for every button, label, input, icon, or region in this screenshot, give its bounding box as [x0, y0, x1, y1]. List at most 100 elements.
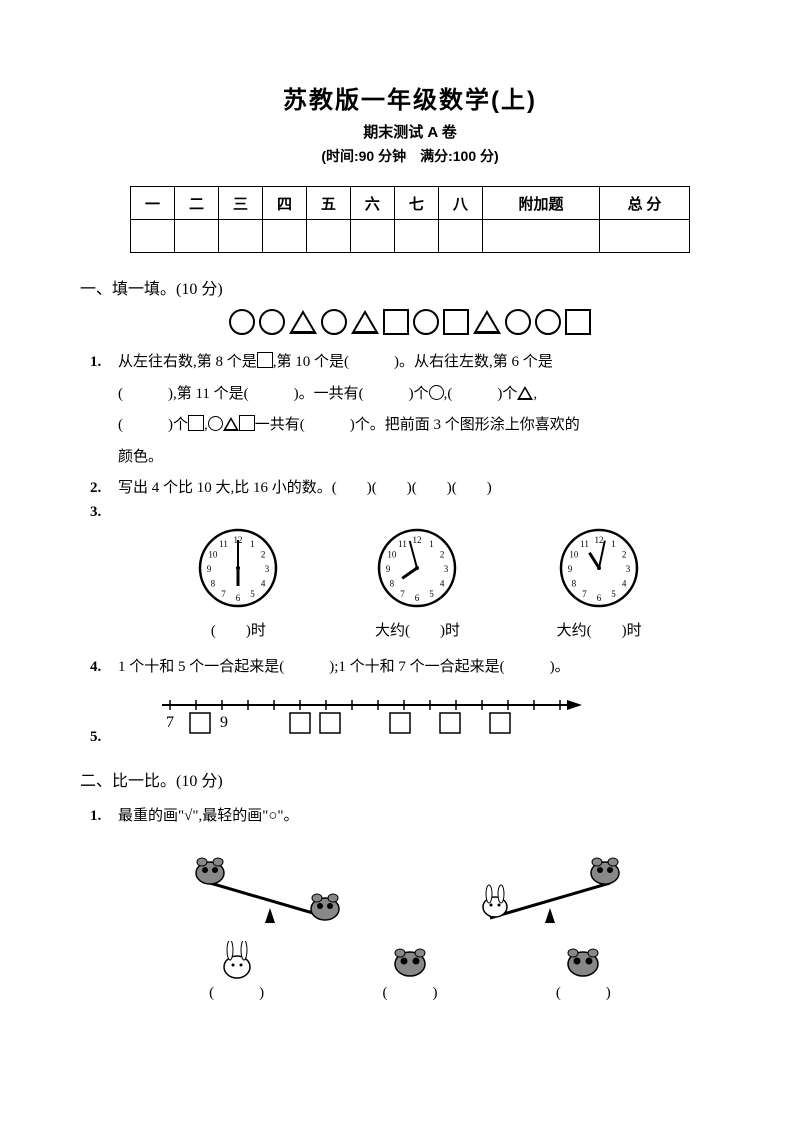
svg-text:3: 3 — [444, 564, 449, 574]
score-cell — [218, 220, 262, 253]
score-cell — [600, 220, 690, 253]
answer-icons — [150, 941, 670, 981]
svg-text:3: 3 — [626, 564, 631, 574]
triangle-icon — [223, 417, 239, 431]
q1-number: 1. — [90, 347, 118, 379]
clock-item: 123456789101112 大约( )时 — [375, 528, 460, 640]
svg-text:12: 12 — [413, 535, 422, 545]
page-subtitle: 期末测试 A 卷 — [90, 121, 730, 142]
circle-icon — [535, 309, 561, 335]
triangle-icon — [517, 386, 533, 400]
triangle-icon — [351, 310, 379, 334]
svg-text:4: 4 — [261, 578, 266, 588]
score-header: 四 — [262, 187, 306, 220]
blank-2: ( ) — [382, 981, 437, 1002]
svg-text:8: 8 — [390, 578, 395, 588]
question-3: 3. — [118, 505, 730, 520]
square-icon — [257, 352, 273, 368]
score-header: 六 — [350, 187, 394, 220]
svg-text:11: 11 — [219, 538, 228, 548]
svg-text:11: 11 — [580, 538, 589, 548]
square-icon — [443, 309, 469, 335]
svg-text:6: 6 — [236, 593, 241, 603]
clock-item: 123456789101112 大约( )时 — [557, 528, 642, 640]
svg-text:7: 7 — [401, 589, 406, 599]
square-icon — [188, 415, 204, 431]
score-cell — [174, 220, 218, 253]
score-cell — [262, 220, 306, 253]
section-2-heading: 二、比一比。(10 分) — [80, 767, 730, 791]
svg-text:4: 4 — [440, 578, 445, 588]
svg-text:10: 10 — [388, 549, 398, 559]
s2-q1-number: 1. — [90, 801, 118, 833]
question-4: 4.1 个十和 5 个一合起来是( );1 个十和 7 个一合起来是( )。 — [118, 652, 730, 684]
svg-text:2: 2 — [440, 549, 445, 559]
svg-text:5: 5 — [251, 589, 256, 599]
score-header: 五 — [306, 187, 350, 220]
circle-icon — [429, 385, 444, 400]
svg-text:9: 9 — [568, 564, 573, 574]
section2-q1: 1.最重的画"√",最轻的画"○"。 — [118, 801, 730, 833]
circle-icon — [505, 309, 531, 335]
svg-text:7: 7 — [222, 589, 227, 599]
numline-9: 9 — [220, 714, 228, 731]
svg-text:1: 1 — [430, 538, 435, 548]
seesaw-1 — [180, 843, 360, 933]
seesaw-2 — [460, 843, 640, 933]
q5-number: 5. — [90, 730, 118, 745]
dog-icon — [563, 941, 603, 981]
svg-text:7: 7 — [582, 589, 587, 599]
score-header: 八 — [438, 187, 482, 220]
page-info: (时间:90 分钟 满分:100 分) — [90, 146, 730, 166]
svg-text:5: 5 — [430, 589, 435, 599]
svg-text:6: 6 — [415, 593, 420, 603]
exam-page: 苏教版一年级数学(上) 期末测试 A 卷 (时间:90 分钟 满分:100 分)… — [0, 0, 800, 1042]
question-1: 1.从左往右数,第 8 个是,第 10 个是( )。从右往左数,第 6 个是 (… — [118, 347, 730, 473]
dog-icon — [390, 941, 430, 981]
circle-icon — [413, 309, 439, 335]
answer-blanks: ( ) ( ) ( ) — [150, 981, 670, 1002]
blank-1: ( ) — [209, 981, 264, 1002]
score-cell — [306, 220, 350, 253]
square-icon — [383, 309, 409, 335]
page-header: 苏教版一年级数学(上) 期末测试 A 卷 (时间:90 分钟 满分:100 分) — [90, 80, 730, 166]
section-1-heading: 一、填一填。(10 分) — [80, 275, 730, 299]
svg-text:4: 4 — [622, 578, 627, 588]
score-header: 总 分 — [600, 187, 690, 220]
page-title: 苏教版一年级数学(上) — [90, 80, 730, 115]
svg-text:11: 11 — [399, 538, 408, 548]
q2-number: 2. — [90, 473, 118, 505]
svg-text:8: 8 — [572, 578, 577, 588]
svg-text:8: 8 — [211, 578, 216, 588]
score-cell — [350, 220, 394, 253]
score-header: 七 — [394, 187, 438, 220]
circle-icon — [229, 309, 255, 335]
svg-text:6: 6 — [597, 593, 602, 603]
score-cell — [482, 220, 599, 253]
shape-sequence — [90, 309, 730, 335]
q4-number: 4. — [90, 652, 118, 684]
svg-text:2: 2 — [261, 549, 266, 559]
svg-text:1: 1 — [251, 538, 256, 548]
svg-text:3: 3 — [265, 564, 270, 574]
number-line: 7 9 — [162, 729, 582, 745]
circle-icon — [259, 309, 285, 335]
seesaw-row — [90, 843, 730, 933]
question-2: 2.写出 4 个比 10 大,比 16 小的数。( )( )( )( ) — [118, 473, 730, 505]
svg-text:1: 1 — [611, 538, 616, 548]
square-icon — [565, 309, 591, 335]
svg-text:9: 9 — [386, 564, 391, 574]
score-header: 附加题 — [482, 187, 599, 220]
svg-text:2: 2 — [622, 549, 627, 559]
clock-row: 123456789101112 ( )时 123456789101112 大约(… — [150, 528, 690, 640]
svg-text:10: 10 — [570, 549, 580, 559]
circle-icon — [321, 309, 347, 335]
q3-number: 3. — [90, 505, 118, 520]
question-5: 5. 7 9 — [118, 691, 730, 745]
score-header: 一 — [131, 187, 175, 220]
blank-3: ( ) — [556, 981, 611, 1002]
score-header: 二 — [174, 187, 218, 220]
score-cell — [131, 220, 175, 253]
triangle-icon — [289, 310, 317, 334]
numline-7: 7 — [166, 714, 174, 731]
